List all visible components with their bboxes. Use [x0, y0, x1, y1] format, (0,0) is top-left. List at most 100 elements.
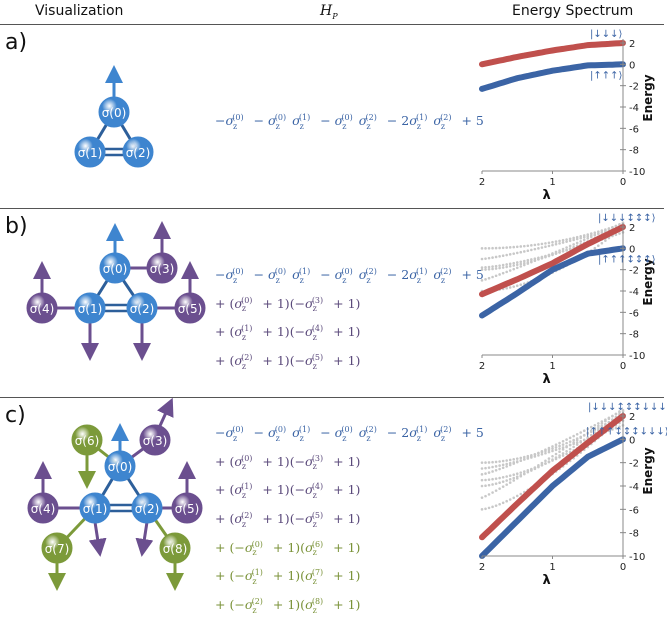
dot: [519, 456, 523, 460]
dot: [480, 247, 484, 250]
dot: [547, 450, 551, 454]
dot: [512, 245, 516, 249]
dot: [505, 462, 508, 466]
dot: [519, 245, 523, 248]
dot: [487, 256, 491, 260]
visualization-a: σ(0) σ(1) σ(2): [74, 65, 154, 168]
dot: [519, 471, 523, 474]
x-axis-label: λ: [543, 372, 551, 387]
dot: [505, 479, 508, 482]
y-tick-label: -4: [629, 287, 639, 298]
dot: [523, 244, 526, 248]
dot: [480, 279, 484, 282]
dot: [579, 236, 582, 240]
dot: [508, 463, 512, 467]
dot: [607, 417, 611, 421]
dot: [537, 451, 540, 455]
dot: [508, 478, 512, 481]
ket-bottom-label: |↑↑↑⟩: [590, 70, 623, 81]
dot: [547, 457, 551, 460]
dot: [515, 245, 519, 249]
y-tick-label: -2: [629, 266, 639, 277]
dot: [484, 257, 487, 260]
dot: [494, 482, 498, 485]
dot: [505, 499, 508, 503]
dot: [512, 261, 516, 265]
dot: [593, 428, 597, 432]
node-s8: σ(8): [159, 532, 191, 564]
formula-line: + (σz(1) + 1)(−σz(4) + 1): [215, 482, 361, 500]
dot: [540, 453, 544, 456]
x-tick-label: 1: [549, 177, 555, 188]
dot: [523, 282, 526, 285]
dot: [505, 263, 508, 266]
dot: [582, 438, 586, 442]
dot: [480, 473, 484, 476]
dot: [519, 459, 523, 462]
dot: [487, 471, 491, 474]
dot: [558, 450, 561, 454]
dot: [572, 445, 575, 449]
series-red: [479, 413, 626, 541]
dot: [512, 285, 516, 288]
dot: [589, 425, 593, 429]
dot: [568, 447, 572, 451]
dot: [607, 227, 611, 230]
dot: [597, 244, 600, 248]
dot: [491, 470, 494, 473]
dot: [484, 472, 487, 475]
dot: [544, 449, 547, 453]
dot: [551, 240, 554, 244]
dot: [487, 246, 491, 250]
dot: [484, 266, 487, 269]
dot: [530, 453, 533, 457]
dot: [568, 440, 572, 443]
series-red: [479, 224, 626, 298]
x-tick-label: 2: [479, 177, 485, 188]
dot: [575, 443, 579, 446]
dot: [487, 506, 491, 510]
dot: [530, 244, 533, 247]
node-s3: σ(3): [139, 424, 171, 456]
dot: [589, 430, 593, 433]
dot: [540, 246, 544, 249]
dot: [572, 238, 575, 242]
dot: [554, 457, 558, 461]
dot: [498, 264, 501, 267]
dot: [604, 419, 607, 423]
dot: [491, 505, 494, 509]
dot: [526, 469, 530, 472]
dot: [614, 426, 618, 430]
dot: [523, 250, 526, 253]
dot: [512, 458, 516, 461]
dot: [530, 467, 533, 471]
dot: [561, 448, 565, 451]
dot: [554, 251, 558, 255]
dot: [621, 410, 625, 413]
y-tick-label: 2: [629, 39, 635, 50]
dot: [554, 242, 558, 246]
dot: [540, 450, 544, 454]
dot: [558, 444, 561, 448]
dot: [519, 262, 523, 266]
dot: [533, 243, 537, 247]
header-spectrum: Energy Spectrum: [512, 3, 634, 19]
dot: [498, 255, 501, 258]
dot: [530, 456, 533, 459]
dot: [537, 243, 540, 246]
node-label-s7: σ(7): [45, 542, 70, 556]
dot: [491, 465, 494, 469]
dot: [484, 268, 487, 271]
node-s1: σ(1): [79, 492, 111, 524]
dot: [526, 454, 530, 458]
arrow-up-3: [157, 397, 174, 429]
dot: [498, 476, 501, 480]
dot: [579, 240, 582, 243]
dot: [523, 458, 526, 461]
dot: [600, 241, 604, 245]
dot: [491, 275, 494, 279]
dot: [494, 264, 498, 268]
dot: [508, 286, 512, 289]
x-axis-label: λ: [543, 573, 551, 588]
dot: [491, 267, 494, 271]
